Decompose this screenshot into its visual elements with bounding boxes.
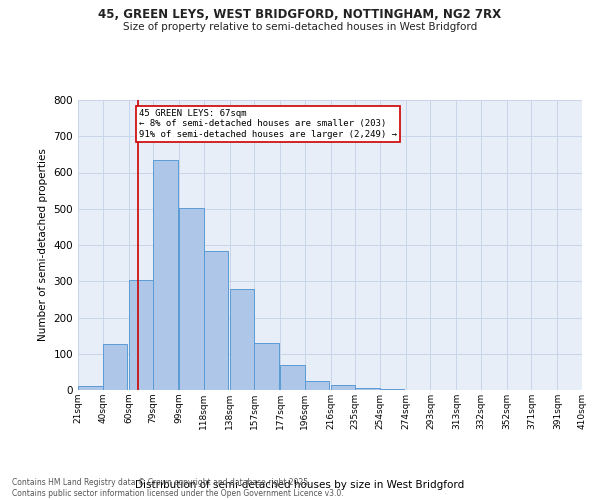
Bar [331,386,355,390]
Text: 45 GREEN LEYS: 67sqm
← 8% of semi-detached houses are smaller (203)
91% of semi-: 45 GREEN LEYS: 67sqm ← 8% of semi-detach… [139,109,397,139]
Y-axis label: Number of semi-detached properties: Number of semi-detached properties [38,148,48,342]
Bar [203,251,228,390]
Bar [153,160,178,390]
Bar [230,289,254,390]
Text: 45, GREEN LEYS, WEST BRIDGFORD, NOTTINGHAM, NG2 7RX: 45, GREEN LEYS, WEST BRIDGFORD, NOTTINGH… [98,8,502,20]
Text: Contains HM Land Registry data © Crown copyright and database right 2025.
Contai: Contains HM Land Registry data © Crown c… [12,478,344,498]
Text: Distribution of semi-detached houses by size in West Bridgford: Distribution of semi-detached houses by … [136,480,464,490]
Bar [355,388,380,390]
Bar [179,208,203,390]
Bar [380,388,404,390]
Text: Size of property relative to semi-detached houses in West Bridgford: Size of property relative to semi-detach… [123,22,477,32]
Bar [103,344,127,390]
Bar [254,343,279,390]
Bar [128,280,153,390]
Bar [305,381,329,390]
Bar [280,364,305,390]
Bar [78,386,103,390]
